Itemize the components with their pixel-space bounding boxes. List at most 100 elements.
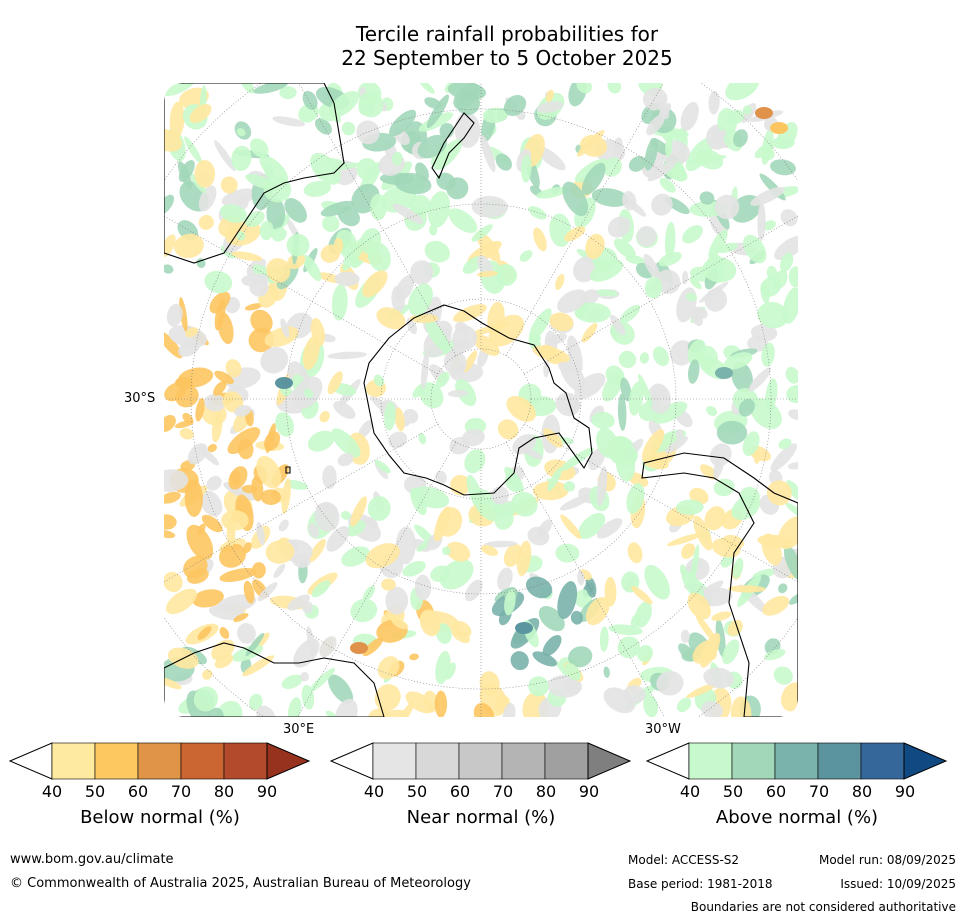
shading-patch — [785, 366, 798, 384]
shading-patch — [747, 335, 769, 352]
shading-patch — [594, 289, 618, 297]
near-tick: 70 — [492, 782, 514, 801]
shading-patch — [271, 227, 287, 242]
shading-patch — [245, 211, 265, 228]
shading-patch — [302, 90, 318, 110]
below-swatch — [180, 742, 225, 780]
shading-patch — [220, 176, 238, 194]
shading-patch — [711, 611, 732, 621]
base-period-text: Base period: 1981-2018 — [628, 877, 773, 891]
graticule — [164, 83, 798, 717]
shading-patch — [237, 623, 256, 644]
colorbar-near-svg — [329, 742, 632, 780]
map-canvas — [164, 83, 798, 717]
shading-patch — [331, 284, 348, 321]
shading-patch — [628, 155, 647, 172]
model-text: Model: ACCESS-S2 — [628, 853, 740, 867]
shading-patch — [681, 270, 689, 285]
shading-patch — [451, 628, 470, 644]
shading-patch — [327, 351, 367, 360]
shading-patch — [542, 634, 562, 657]
shading-patch — [786, 384, 798, 404]
shading-patch — [425, 319, 450, 353]
shading-patch — [376, 307, 406, 330]
shading-patch — [219, 543, 246, 568]
shading-patch — [778, 583, 788, 594]
shading-patch — [196, 258, 206, 269]
shading-patch — [626, 483, 645, 514]
shading-patch — [762, 595, 790, 616]
shading-patch — [725, 83, 760, 101]
title-line-1: Tercile rainfall probabilities for — [355, 22, 659, 46]
shading-patch — [452, 325, 478, 351]
shading-patch — [687, 592, 711, 620]
shading-patch — [665, 436, 689, 454]
australia-coast — [164, 83, 345, 264]
shading-patch — [483, 540, 518, 548]
shading-patch — [766, 480, 792, 506]
shading-patch — [164, 530, 176, 539]
shading-patch — [549, 312, 574, 332]
shading-patch — [179, 428, 194, 440]
shading-patch — [373, 374, 385, 387]
shading-patch — [647, 160, 677, 182]
shading-patch — [723, 352, 753, 370]
shading-patch — [676, 499, 704, 516]
disclaimer-text: Boundaries are not considered authoritat… — [690, 900, 956, 914]
shading-patch — [766, 265, 778, 281]
shading-patch — [214, 653, 234, 669]
shading-patch — [726, 109, 745, 125]
shading-patch — [699, 632, 721, 668]
shading-patch — [617, 393, 627, 431]
near-swatch — [458, 742, 503, 780]
shading-patch — [617, 636, 641, 659]
shading-patch — [350, 496, 368, 527]
latitude-circle — [380, 298, 582, 500]
shading-patch — [528, 206, 547, 220]
shading-patch — [680, 629, 690, 643]
shading-patch — [754, 142, 774, 159]
shading-patch — [301, 601, 313, 614]
shading-patch — [341, 546, 370, 567]
shading-patch — [699, 191, 715, 205]
shading-patch — [391, 151, 403, 166]
shading-patch — [377, 656, 400, 680]
colorbar-above — [645, 742, 948, 780]
shading-patch — [265, 423, 276, 454]
below-tick: 40 — [41, 782, 63, 801]
shading-patch — [275, 412, 294, 437]
shading-patch — [164, 331, 183, 359]
shading-patch — [392, 203, 424, 224]
shading-patch — [463, 350, 478, 373]
website-link[interactable]: www.bom.gov.au/climate — [10, 852, 174, 867]
shading-patch — [201, 514, 223, 533]
shading-patch — [528, 308, 552, 341]
shading-patch — [231, 251, 263, 262]
shading-patch — [713, 454, 725, 480]
shading-patch — [711, 130, 727, 145]
shading-patch — [164, 128, 183, 152]
shading-patch — [322, 465, 337, 489]
shading-patch — [260, 346, 289, 374]
shading-patch — [215, 700, 243, 717]
shading-patch — [637, 373, 653, 407]
shading-patch — [732, 557, 744, 579]
shading-patch — [408, 283, 433, 316]
shading-patch — [272, 116, 306, 127]
shading-patch — [678, 643, 696, 661]
shading-patch — [204, 270, 233, 294]
near-tick: 80 — [535, 782, 557, 801]
shading-patch — [424, 240, 450, 263]
lat-label-30s: 30°S — [124, 391, 156, 406]
shading-patch — [169, 101, 185, 139]
shading-patch — [257, 582, 278, 602]
shading-patch — [760, 281, 770, 304]
shading-patch — [641, 429, 665, 462]
shading-patch — [497, 419, 519, 440]
shading-patch — [515, 622, 533, 634]
shading-patch — [430, 565, 450, 582]
shading-patch — [676, 697, 692, 713]
shading-patch — [547, 467, 563, 492]
shading-patch — [334, 271, 360, 287]
shading-patch — [652, 346, 670, 367]
